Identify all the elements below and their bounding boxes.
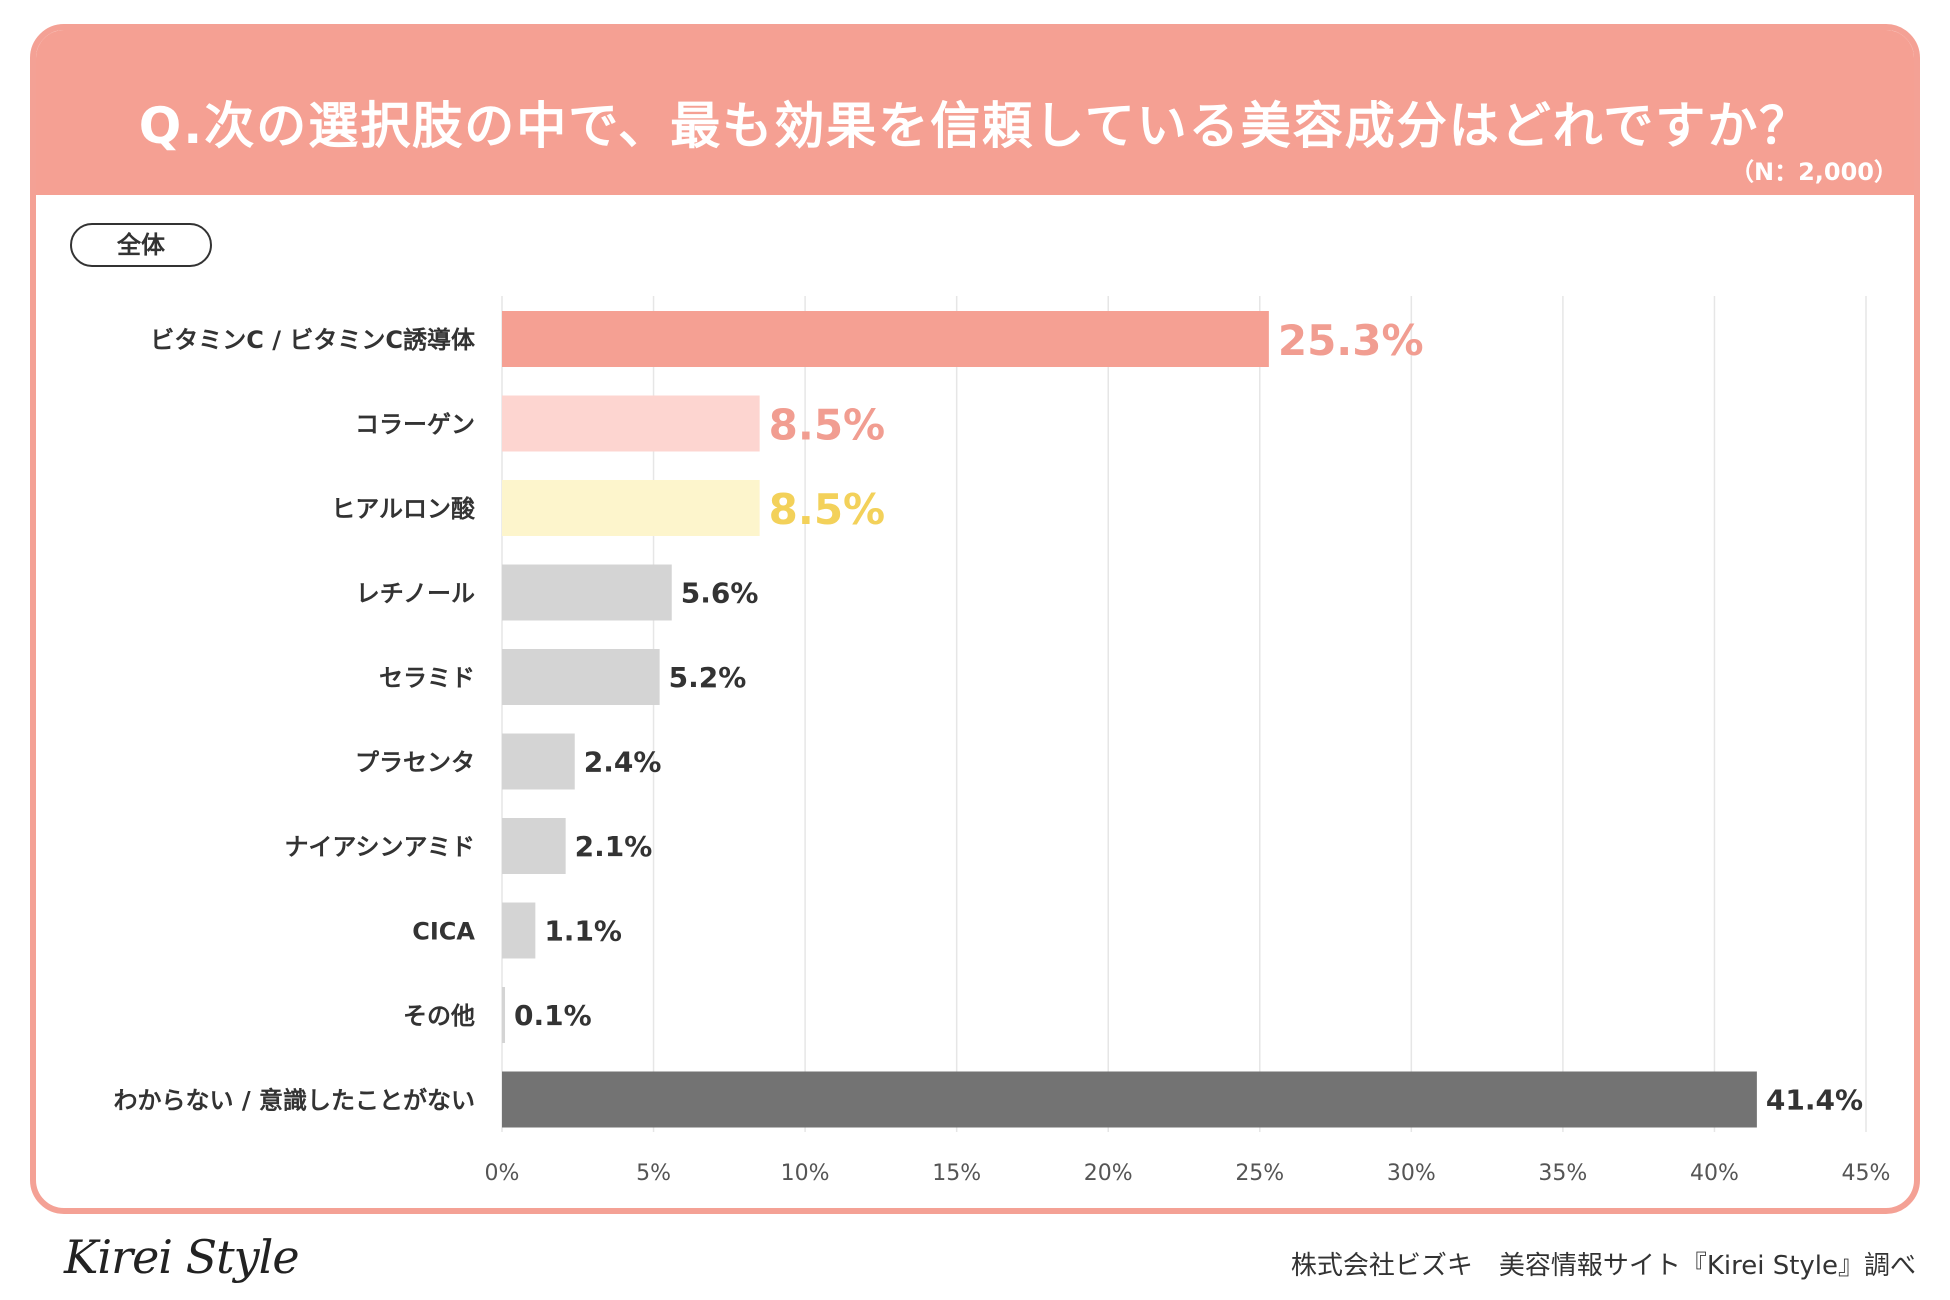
- category-label: コラーゲン: [355, 411, 475, 439]
- category-label: ヒアルロン酸: [331, 495, 476, 523]
- value-label: 0.1%: [514, 999, 592, 1032]
- chart-header: Q.次の選択肢の中で、最も効果を信頼している美容成分はどれですか？ （N：2,0…: [36, 30, 1914, 195]
- value-label: 1.1%: [544, 915, 622, 948]
- x-tick-label: 30%: [1387, 1161, 1436, 1186]
- segment-tag: 全体: [70, 223, 212, 267]
- bar: [502, 564, 672, 621]
- value-label: 2.4%: [584, 746, 662, 779]
- x-tick-label: 20%: [1084, 1161, 1133, 1186]
- sample-size: （N：2,000）: [1730, 158, 1898, 186]
- bar: [502, 480, 760, 536]
- category-label: ナイアシンアミド: [284, 833, 475, 861]
- category-label: CICA: [412, 918, 475, 946]
- value-label: 2.1%: [575, 830, 653, 863]
- x-tick-label: 45%: [1842, 1161, 1891, 1186]
- category-label: セラミド: [379, 664, 475, 692]
- category-label: レチノール: [356, 580, 475, 608]
- x-tick-label: 15%: [932, 1161, 981, 1186]
- value-label: 5.6%: [681, 577, 759, 610]
- chart-title: Q.次の選択肢の中で、最も効果を信頼している美容成分はどれですか？: [138, 97, 1812, 155]
- bar: [502, 902, 536, 959]
- bar: [502, 649, 660, 705]
- value-label: 25.3%: [1278, 316, 1424, 365]
- value-label: 41.4%: [1766, 1084, 1863, 1117]
- bar: [502, 987, 506, 1043]
- category-label: その他: [403, 1002, 475, 1030]
- value-label: 8.5%: [769, 485, 885, 534]
- x-tick-label: 5%: [636, 1161, 671, 1186]
- bar: [502, 311, 1269, 367]
- category-label: ビタミンC / ビタミンC誘導体: [150, 326, 476, 354]
- bar: [502, 818, 566, 874]
- bar: [502, 1071, 1757, 1128]
- bar: [502, 733, 575, 790]
- chart-card: Q.次の選択肢の中で、最も効果を信頼している美容成分はどれですか？ （N：2,0…: [30, 24, 1920, 1214]
- value-label: 5.2%: [669, 661, 747, 694]
- category-label: わからない / 意識したことがない: [114, 1087, 475, 1115]
- bar: [502, 395, 760, 452]
- kirei-style-logo: Kirei Style: [64, 1230, 300, 1284]
- x-tick-label: 40%: [1690, 1161, 1739, 1186]
- x-tick-label: 10%: [781, 1161, 830, 1186]
- x-tick-label: 25%: [1235, 1161, 1284, 1186]
- category-label: プラセンタ: [355, 749, 475, 777]
- footer-credit: 株式会社ビズキ 美容情報サイト『Kirei Style』調べ: [1290, 1251, 1916, 1281]
- x-tick-label: 0%: [485, 1161, 520, 1186]
- value-label: 8.5%: [769, 401, 885, 450]
- x-tick-label: 35%: [1538, 1161, 1587, 1186]
